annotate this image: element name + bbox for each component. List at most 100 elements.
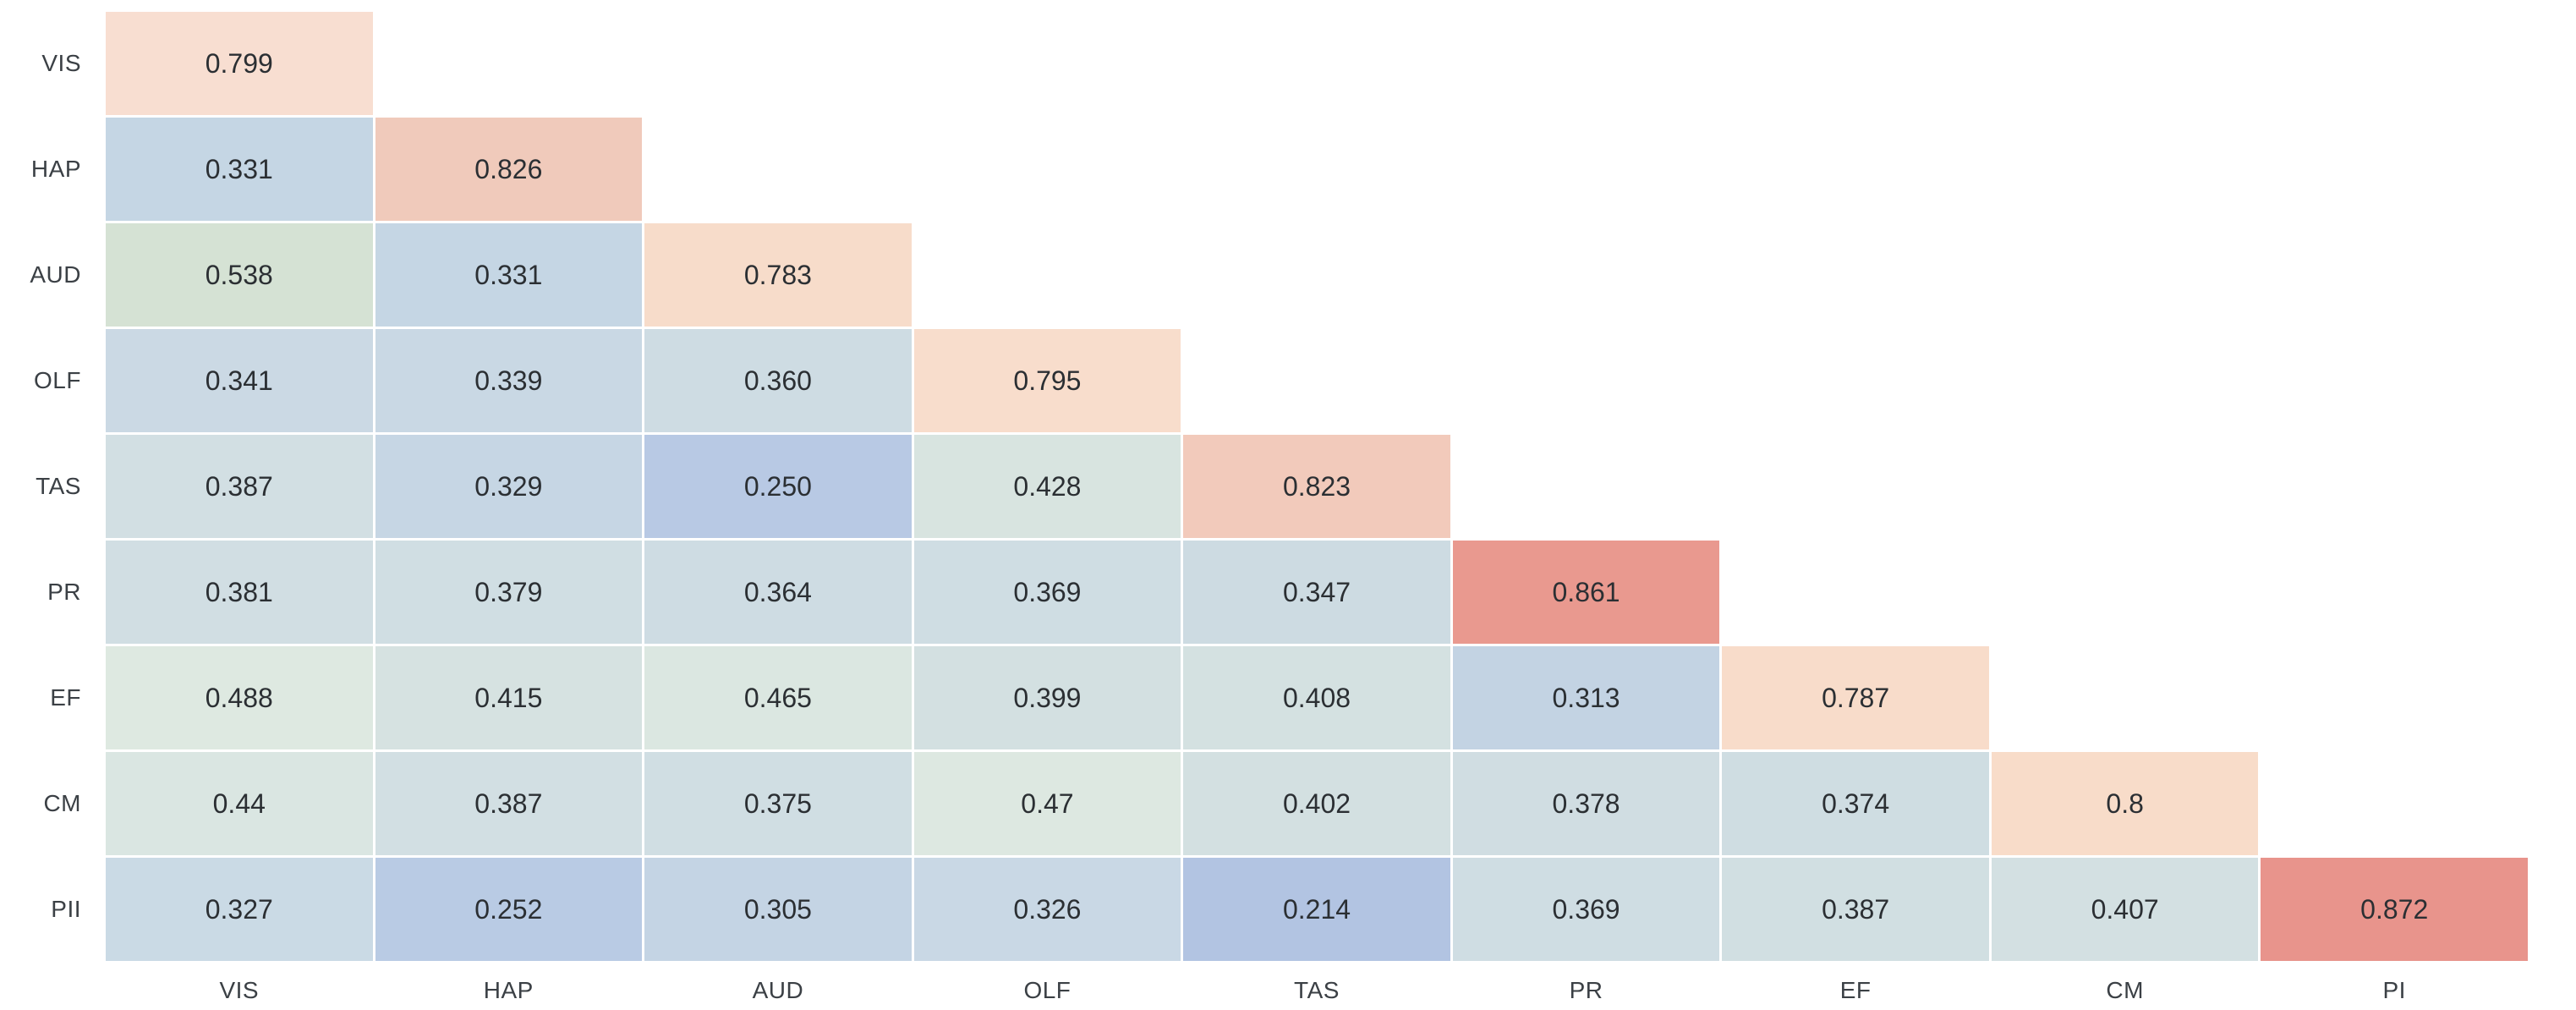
column-label-vis: VIS: [219, 977, 260, 1003]
matrix-cell-cm-ef: 0.374: [1722, 752, 1989, 855]
matrix-cell-empty: [375, 12, 643, 115]
matrix-cell-empty: [2261, 329, 2528, 432]
matrix-cell-empty: [1183, 12, 1450, 115]
row-label-tas: TAS: [36, 473, 81, 499]
matrix-cell-cm-vis: 0.44: [106, 752, 373, 855]
matrix-cell-pr-tas: 0.347: [1183, 541, 1450, 644]
column-label-pi: PI: [2382, 977, 2406, 1003]
matrix-cell-ef-aud: 0.465: [644, 646, 912, 749]
matrix-cell-empty: [2261, 752, 2528, 855]
row-label-aud: AUD: [30, 261, 81, 288]
matrix-cell-olf-olf: 0.795: [913, 329, 1181, 432]
matrix-cell-pii-hap: 0.252: [375, 858, 643, 961]
matrix-cell-aud-vis: 0.538: [106, 223, 373, 327]
matrix-cell-empty: [1183, 223, 1450, 327]
matrix-cell-empty: [1453, 12, 1720, 115]
matrix-cell-empty: [914, 223, 1181, 327]
matrix-cell-pr-hap: 0.379: [375, 541, 643, 644]
matrix-cell-empty: [2261, 223, 2528, 327]
matrix-cell-cm-hap: 0.387: [375, 752, 643, 855]
axis-corner-spacer: [0, 963, 103, 1007]
matrix-cell-pii-aud: 0.305: [644, 858, 912, 961]
column-label-tas: TAS: [1294, 977, 1340, 1003]
row-label-pii: PII: [51, 896, 81, 922]
matrix-cell-empty: [1992, 223, 2259, 327]
matrix-cell-empty: [644, 12, 912, 115]
matrix-cell-pii-ef: 0.387: [1722, 858, 1989, 961]
matrix-cell-empty: [644, 118, 912, 221]
matrix-cell-empty: [1453, 435, 1720, 538]
column-label-aud: AUD: [752, 977, 804, 1003]
matrix-cell-empty: [1183, 118, 1450, 221]
matrix-cell-empty: [1453, 118, 1720, 221]
matrix-cell-empty: [2261, 541, 2528, 644]
matrix-cell-empty: [2261, 12, 2528, 115]
matrix-cell-empty: [1992, 541, 2259, 644]
matrix-cell-pii-pii: 0.872: [2261, 858, 2528, 961]
matrix-cell-empty: [1992, 12, 2259, 115]
matrix-cell-empty: [1453, 329, 1720, 432]
matrix-cell-aud-hap: 0.331: [375, 223, 643, 327]
row-label-ef: EF: [50, 684, 81, 711]
matrix-cell-empty: [1992, 329, 2259, 432]
matrix-cell-olf-aud: 0.360: [644, 329, 912, 432]
matrix-cell-empty: [2261, 646, 2528, 749]
matrix-cell-ef-vis: 0.488: [106, 646, 373, 749]
matrix-cell-ef-pr: 0.313: [1452, 646, 1720, 749]
row-label-pr: PR: [47, 579, 81, 605]
matrix-cell-cm-cm: 0.8: [1991, 752, 2259, 855]
matrix-cell-empty: [1722, 12, 1989, 115]
matrix-cell-empty: [1722, 223, 1989, 327]
matrix-cell-tas-tas: 0.823: [1183, 435, 1450, 538]
matrix-cell-empty: [2261, 435, 2528, 538]
matrix-cell-ef-hap: 0.415: [375, 646, 643, 749]
column-label-pr: PR: [1569, 977, 1603, 1003]
matrix-cell-ef-tas: 0.408: [1183, 646, 1450, 749]
matrix-cell-ef-ef: 0.787: [1722, 646, 1989, 749]
matrix-cell-empty: [1992, 435, 2259, 538]
column-label-ef: EF: [1839, 977, 1872, 1003]
matrix-cell-pii-vis: 0.327: [106, 858, 373, 961]
column-label-olf: OLF: [1023, 977, 1072, 1003]
matrix-cell-hap-hap: 0.826: [375, 118, 643, 221]
matrix-cell-pii-pr: 0.369: [1452, 858, 1720, 961]
matrix-cell-empty: [914, 12, 1181, 115]
matrix-cell-empty: [1992, 646, 2259, 749]
matrix-cell-aud-aud: 0.783: [644, 223, 912, 327]
matrix-cell-ef-olf: 0.399: [913, 646, 1181, 749]
matrix-cell-empty: [1722, 541, 1989, 644]
matrix-cell-pii-olf: 0.326: [913, 858, 1181, 961]
matrix-cell-pr-aud: 0.364: [644, 541, 912, 644]
matrix-cell-empty: [1722, 435, 1989, 538]
matrix-cell-cm-pr: 0.378: [1452, 752, 1720, 855]
matrix-cell-pr-vis: 0.381: [106, 541, 373, 644]
matrix-cell-empty: [1722, 329, 1989, 432]
column-label-hap: HAP: [483, 977, 534, 1003]
matrix-cell-empty: [1183, 329, 1450, 432]
matrix-cell-empty: [1453, 223, 1720, 327]
matrix-cell-vis-vis: 0.799: [106, 12, 373, 115]
row-label-olf: OLF: [34, 367, 81, 393]
matrix-cell-olf-vis: 0.341: [106, 329, 373, 432]
matrix-cell-hap-vis: 0.331: [106, 118, 373, 221]
matrix-cell-tas-olf: 0.428: [913, 435, 1181, 538]
matrix-cell-empty: [914, 118, 1181, 221]
matrix-cell-empty: [1722, 118, 1989, 221]
matrix-cell-tas-aud: 0.250: [644, 435, 912, 538]
matrix-cell-cm-olf: 0.47: [913, 752, 1181, 855]
matrix-cell-pr-pr: 0.861: [1452, 541, 1720, 644]
matrix-cell-cm-aud: 0.375: [644, 752, 912, 855]
heatmap-grid: VIS 0.799 HAP 0.331 0.826 AUD 0.538 0.331 0.783 O…: [0, 12, 2528, 1007]
matrix-cell-pr-olf: 0.369: [913, 541, 1181, 644]
matrix-cell-pii-cm: 0.407: [1991, 858, 2259, 961]
row-label-cm: CM: [43, 790, 81, 816]
matrix-cell-tas-hap: 0.329: [375, 435, 643, 538]
row-label-hap: HAP: [30, 156, 81, 182]
matrix-cell-empty: [1992, 118, 2259, 221]
matrix-cell-tas-vis: 0.387: [106, 435, 373, 538]
matrix-cell-cm-tas: 0.402: [1183, 752, 1450, 855]
matrix-cell-pii-tas: 0.214: [1183, 858, 1450, 961]
column-label-cm: CM: [2106, 977, 2144, 1003]
matrix-cell-empty: [2261, 118, 2528, 221]
